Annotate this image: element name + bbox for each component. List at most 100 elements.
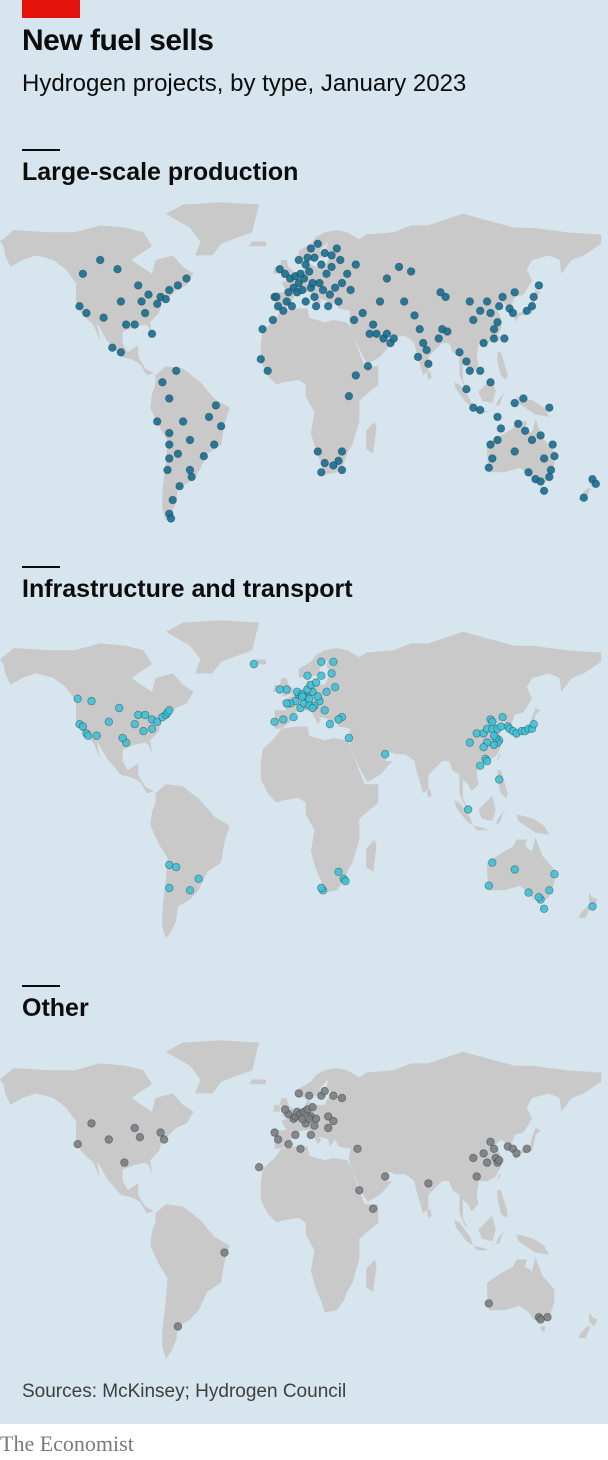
production-project-dot <box>482 297 492 306</box>
production-project-dot <box>462 384 471 394</box>
other-project-dot <box>291 1130 300 1140</box>
other-project-dot <box>486 1137 495 1146</box>
other-project-dot <box>543 1313 552 1322</box>
other-project-dot <box>273 1135 283 1144</box>
infrastructure-project-dot <box>489 740 499 750</box>
other-project-dot <box>305 1114 314 1123</box>
map-large-scale-production <box>0 202 602 523</box>
production-project-dot <box>548 440 557 449</box>
production-project-dot <box>365 329 374 338</box>
other-project-dot <box>156 1128 165 1137</box>
production-project-dot <box>211 401 221 410</box>
production-project-dot <box>422 345 431 355</box>
production-project-dot <box>486 378 495 387</box>
infrastructure-project-dot <box>289 712 298 722</box>
other-project-dot <box>284 1139 293 1149</box>
land-japan <box>514 1128 541 1161</box>
land-africa <box>260 726 379 893</box>
other-project-dot <box>355 1186 364 1195</box>
other-project-dot <box>159 1135 169 1144</box>
production-project-dot <box>400 297 409 306</box>
other-project-dot <box>280 1105 290 1114</box>
production-project-dot <box>187 472 196 482</box>
land-ireland <box>272 1104 280 1112</box>
production-project-dot <box>303 253 312 262</box>
production-project-dot <box>382 329 392 338</box>
production-project-dot <box>263 366 272 375</box>
production-project-dot <box>275 264 284 274</box>
production-project-dot <box>95 255 105 265</box>
infrastructure-project-dot <box>130 719 139 729</box>
infrastructure-project-dot <box>275 685 284 694</box>
section-rule <box>22 566 60 568</box>
production-project-dot <box>163 465 172 475</box>
production-project-dot <box>465 366 474 375</box>
other-project-dot <box>254 1162 264 1172</box>
production-project-dot <box>140 308 150 318</box>
production-project-dot <box>301 260 310 269</box>
production-project-dot <box>320 458 329 468</box>
production-project-dot <box>372 329 381 338</box>
production-project-dot <box>317 468 326 477</box>
infrastructure-project-dot <box>496 722 506 731</box>
production-project-dot <box>116 348 126 357</box>
other-project-dot <box>270 1128 279 1137</box>
production-project-dot <box>524 468 533 477</box>
production-project-dot <box>116 297 126 306</box>
production-project-dot <box>327 262 336 272</box>
infrastructure-project-dot <box>78 722 88 731</box>
production-project-dot <box>185 435 195 445</box>
land-iceland <box>248 1079 266 1085</box>
other-project-dot <box>329 1091 338 1100</box>
other-project-dot <box>472 1172 481 1181</box>
infrastructure-project-dot <box>330 682 340 692</box>
production-project-dot <box>327 251 336 260</box>
production-project-dot <box>320 248 329 258</box>
production-project-dot <box>137 297 146 306</box>
production-project-dot <box>389 334 398 343</box>
other-project-dot <box>479 1149 488 1158</box>
production-project-dot <box>173 449 183 458</box>
production-project-dot <box>493 435 502 445</box>
land-eurasia <box>274 213 602 392</box>
section-label-production: Large-scale production <box>22 158 299 186</box>
land-philippines <box>497 1190 508 1218</box>
production-project-dot <box>294 255 303 265</box>
production-project-dot <box>330 283 340 292</box>
other-project-dot <box>120 1158 129 1167</box>
other-project-dot <box>337 1093 347 1103</box>
infrastructure-project-dot <box>249 660 259 669</box>
other-project-dot <box>522 1144 531 1153</box>
production-project-dot <box>317 260 326 269</box>
production-project-dot <box>199 452 208 461</box>
production-project-dot <box>204 412 214 422</box>
land-sulawesi <box>495 809 507 824</box>
production-project-dot <box>301 297 310 306</box>
production-project-dot <box>166 514 176 523</box>
land-new-guinea <box>516 814 550 835</box>
production-project-dot <box>282 297 291 306</box>
infrastructure-project-dot <box>381 749 390 759</box>
production-project-dot <box>280 269 290 278</box>
infrastructure-project-dot <box>317 657 326 666</box>
infrastructure-project-dot <box>317 671 326 680</box>
production-project-dot <box>272 292 281 302</box>
production-project-dot <box>415 324 424 334</box>
land-madagascar <box>366 421 377 454</box>
production-project-dot <box>306 244 316 253</box>
land-new-guinea <box>516 1234 550 1255</box>
production-project-dot <box>99 313 108 322</box>
production-project-dot <box>147 329 157 338</box>
infrastructure-project-dot <box>550 870 559 879</box>
other-project-dot <box>482 1158 492 1167</box>
infrastructure-project-dot <box>322 687 331 696</box>
production-project-dot <box>539 486 549 495</box>
production-project-dot <box>434 334 443 343</box>
production-project-dot <box>493 318 502 327</box>
production-project-dot <box>375 297 385 306</box>
infrastructure-project-dot <box>165 883 174 893</box>
production-project-dot <box>310 292 319 302</box>
other-project-dot <box>306 1130 316 1140</box>
production-project-dot <box>519 394 528 403</box>
production-project-dot <box>591 479 601 488</box>
